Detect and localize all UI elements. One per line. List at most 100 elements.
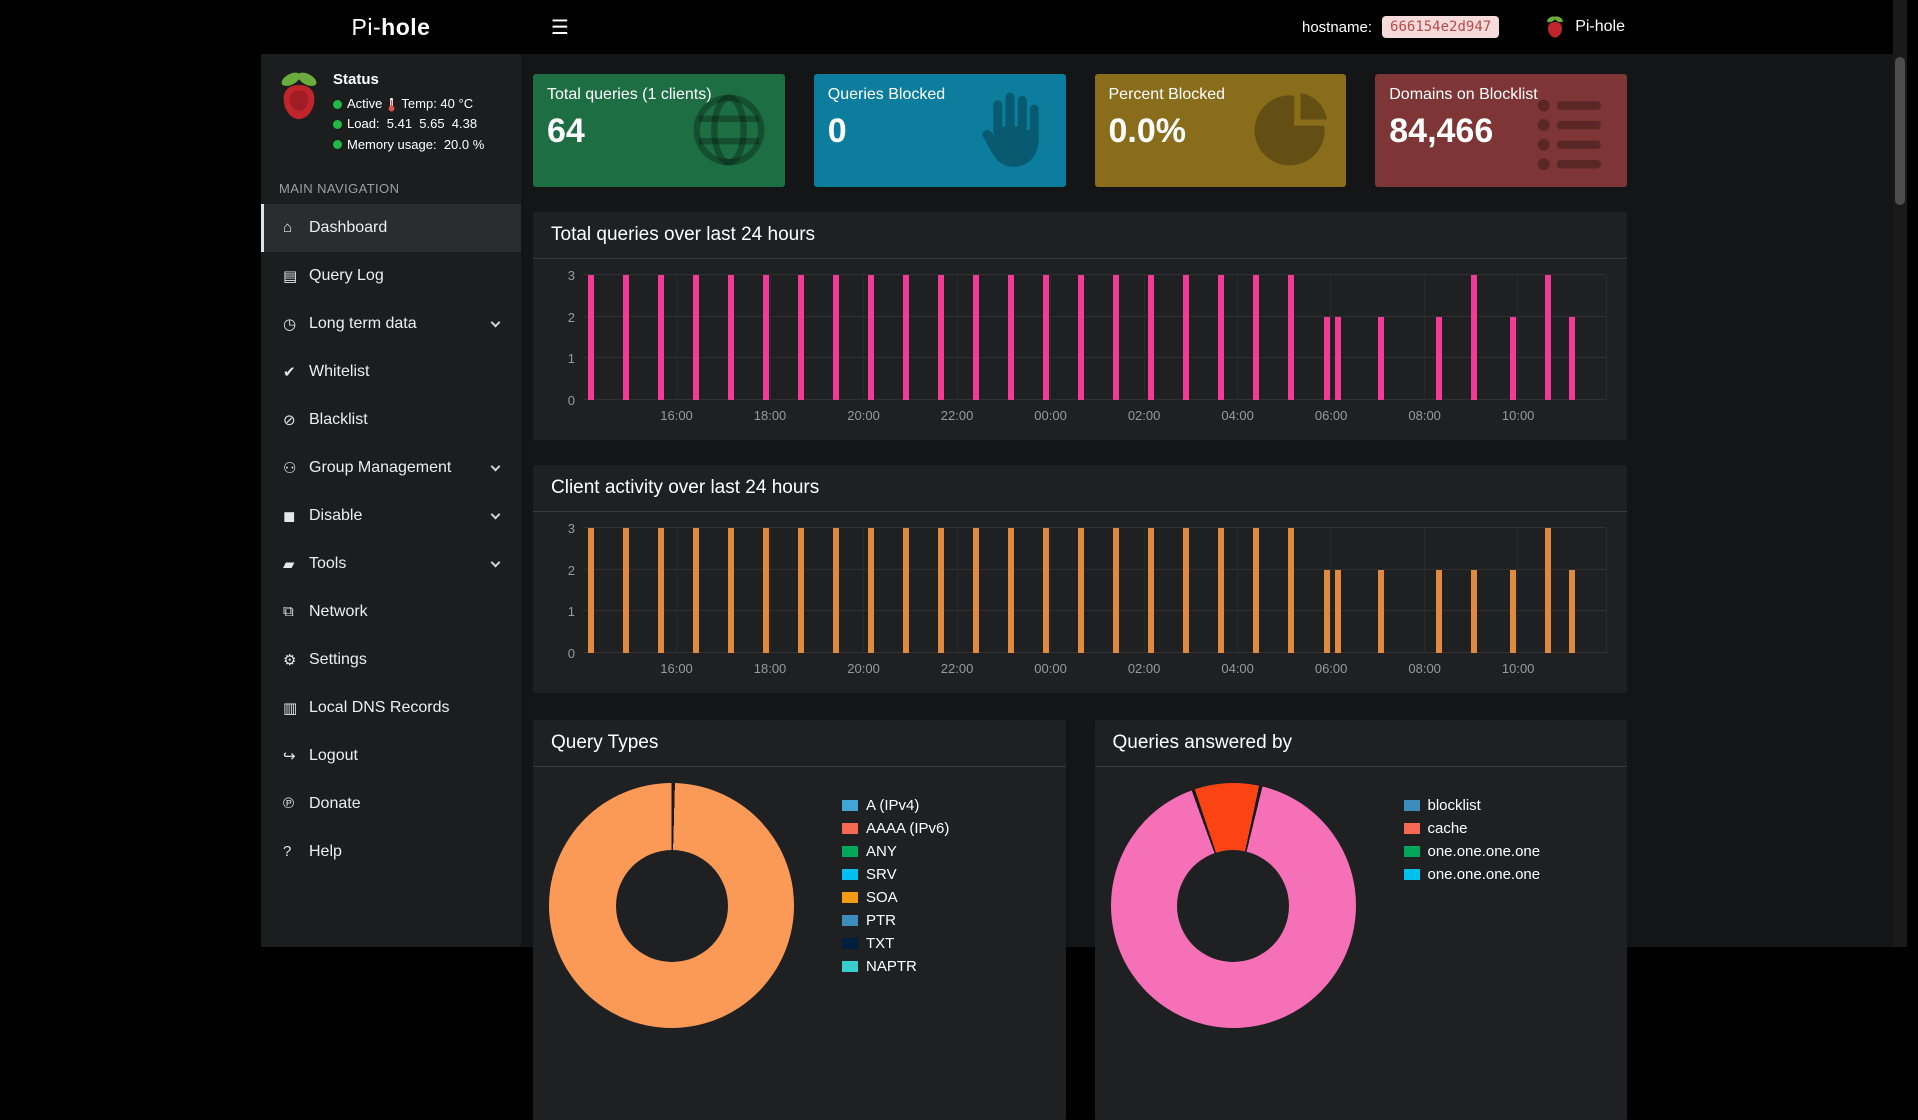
x-axis-label: 10:00 xyxy=(1501,408,1535,423)
chevron-down-icon xyxy=(490,461,501,472)
status-line-active: Active Temp: 40 °C xyxy=(333,94,484,114)
status-dot-icon xyxy=(333,140,342,150)
legend-item[interactable]: one.one.one.one xyxy=(1403,866,1541,883)
scrollbar-thumb[interactable] xyxy=(1895,57,1905,205)
logo-text: Pi-hole xyxy=(351,13,431,40)
sidebar-item-blacklist[interactable]: ⊘ Blacklist xyxy=(261,396,521,444)
donut-hole xyxy=(615,849,728,962)
chevron-down-icon xyxy=(490,317,501,328)
sidebar-item-whitelist[interactable]: ✔ Whitelist xyxy=(261,348,521,396)
bar xyxy=(973,275,980,400)
sidebar-item-query-log[interactable]: ▤ Query Log xyxy=(261,252,521,300)
legend-swatch xyxy=(1403,846,1420,857)
gridline xyxy=(1050,275,1052,400)
sidebar-item-long-term-data[interactable]: ◷ Long term data xyxy=(261,300,521,348)
panel-header: Total queries over last 24 hours xyxy=(533,212,1627,259)
donut-hole xyxy=(1177,849,1289,962)
legend-item[interactable]: cache xyxy=(1403,820,1541,837)
bar xyxy=(1078,528,1085,653)
x-axis-label: 04:00 xyxy=(1221,408,1254,423)
paypal-icon: ℗ xyxy=(283,795,295,813)
gridline xyxy=(1517,528,1519,653)
sidebar-menu: ⌂ Dashboard ▤ Query Log ◷ Long term data ✔ Whit… xyxy=(261,203,521,876)
bar xyxy=(1545,275,1552,400)
folder-icon: ▰ xyxy=(283,555,295,573)
x-axis-label: 18:00 xyxy=(753,408,787,423)
card-title: Queries Blocked xyxy=(827,86,946,103)
sidebar-item-tools[interactable]: ▰ Tools xyxy=(261,540,521,588)
legend-item[interactable]: PTR xyxy=(842,912,949,929)
legend-item[interactable]: ANY xyxy=(842,843,949,860)
sidebar-item-dashboard[interactable]: ⌂ Dashboard xyxy=(261,203,521,252)
legend-item[interactable]: blocklist xyxy=(1403,797,1541,814)
sign-out-icon: ↪ xyxy=(283,747,296,765)
bar xyxy=(868,528,875,653)
legend-swatch xyxy=(842,846,858,857)
legend-item[interactable]: A (IPv4) xyxy=(842,797,949,814)
x-axis-label: 08:00 xyxy=(1408,408,1441,423)
navbar-right: hostname: 666154e2d947 Pi-hole xyxy=(1302,0,1625,54)
gridline xyxy=(1050,528,1052,653)
sidebar-item-disable[interactable]: ◼ Disable xyxy=(261,492,521,540)
raspberry-icon xyxy=(1547,16,1564,38)
legend-item[interactable]: AAAA (IPv6) xyxy=(842,820,949,837)
client-activity-bar-chart[interactable]: 0 1 2 3 xyxy=(568,521,1607,661)
hamburger-menu-icon[interactable]: ☰ xyxy=(551,16,569,39)
scrollbar[interactable] xyxy=(1893,0,1907,947)
bar xyxy=(833,275,840,400)
legend-label: PTR xyxy=(866,912,896,929)
x-axis-label: 20:00 xyxy=(847,408,880,423)
legend-label: one.one.one.one xyxy=(1427,866,1541,883)
check-circle-icon: ✔ xyxy=(283,363,296,381)
gridline xyxy=(583,610,1606,612)
bottom-panels-row: Query Types A (IPv4) AAAA (IPv6) ANY SRV SOA… xyxy=(533,693,1627,1120)
chart-pie-icon xyxy=(1254,92,1328,166)
sidebar-item-local-dns-records[interactable]: ▥ Local DNS Records xyxy=(261,684,521,732)
gridline xyxy=(863,275,865,400)
bar xyxy=(1545,528,1552,653)
sidebar-item-group-management[interactable]: ⚇ Group Management xyxy=(261,444,521,492)
y-axis-label: 0 xyxy=(567,646,575,661)
sidebar-item-settings[interactable]: ⚙ Settings xyxy=(261,636,521,684)
sidebar-item-donate[interactable]: ℗ Donate xyxy=(261,780,521,828)
card-value: 0 xyxy=(827,112,847,150)
gridline xyxy=(1236,528,1238,653)
legend-item[interactable]: one.one.one.one xyxy=(1403,843,1540,860)
bar xyxy=(1113,528,1120,653)
gridline xyxy=(1143,528,1145,653)
sidebar-item-help[interactable]: ? Help xyxy=(261,828,521,876)
legend-label: blocklist xyxy=(1427,797,1481,814)
card-title: Percent Blocked xyxy=(1108,86,1226,103)
legend-label: cache xyxy=(1427,820,1468,837)
legend-label: A (IPv4) xyxy=(866,797,920,814)
legend-item[interactable]: NAPTR xyxy=(842,958,949,975)
sidebar-item-label: Dashboard xyxy=(309,218,388,236)
gears-icon: ⚙ xyxy=(283,651,297,669)
panel-title: Query Types xyxy=(551,732,659,753)
status-dot-icon xyxy=(333,119,342,129)
sidebar-item-network[interactable]: ⧉ Network xyxy=(261,588,521,636)
legend-item[interactable]: SRV xyxy=(842,866,949,883)
chart-body: 0 1 2 3 16:00 18:00 20:00 22:00 00:00 02:00 04:00… xyxy=(533,268,1627,440)
bar xyxy=(692,528,699,653)
x-axis-label: 06:00 xyxy=(1314,408,1348,423)
total-queries-bar-chart[interactable]: 0 1 2 3 xyxy=(568,268,1607,408)
bar xyxy=(1510,569,1517,653)
bar xyxy=(727,275,734,400)
network-icon: ⧉ xyxy=(283,603,294,621)
home-icon: ⌂ xyxy=(283,219,293,237)
query-types-donut-chart[interactable] xyxy=(549,783,794,1028)
legend-item[interactable]: SOA xyxy=(842,889,949,906)
bar xyxy=(727,528,734,653)
top-navbar: Pi-hole ☰ hostname: 666154e2d947 Pi-hole xyxy=(261,0,1893,54)
bar xyxy=(622,528,629,653)
sidebar-item-logout[interactable]: ↪ Logout xyxy=(261,732,521,780)
legend-item[interactable]: TXT xyxy=(842,935,949,952)
sidebar-item-label: Help xyxy=(309,842,342,860)
file-icon: ▤ xyxy=(283,267,298,285)
bar xyxy=(1510,316,1517,400)
legend-label: SOA xyxy=(866,889,898,906)
bar xyxy=(1288,528,1295,653)
bar xyxy=(938,528,945,653)
queries-answered-donut-chart[interactable] xyxy=(1110,783,1356,1028)
